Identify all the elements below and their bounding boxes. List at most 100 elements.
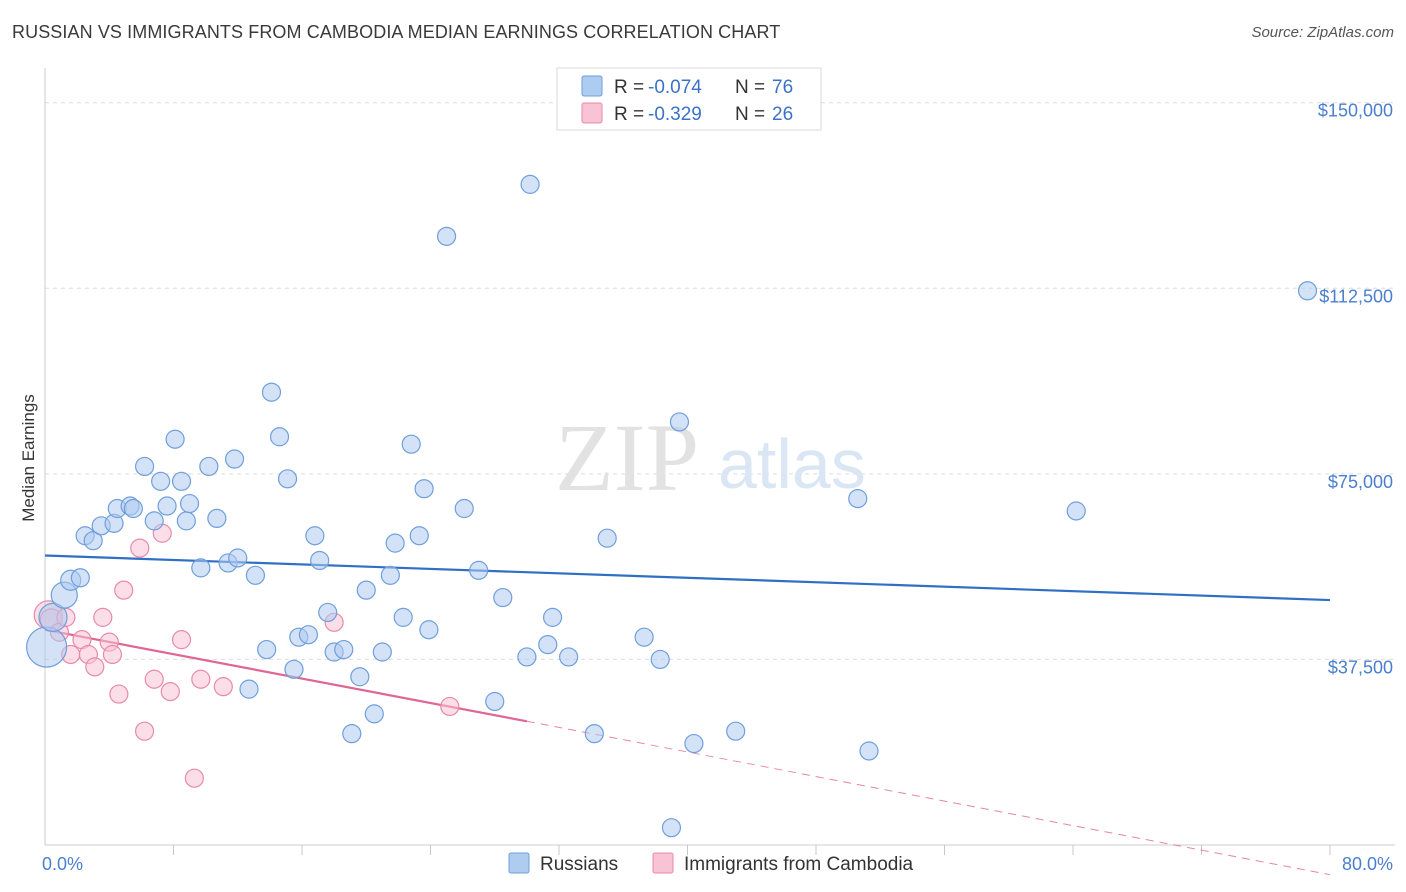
- top-legend: R = -0.074 N = 76 R = -0.329 N = 26: [556, 67, 822, 131]
- russians-point-65: [650, 649, 670, 670]
- russians-point-1: [38, 602, 68, 632]
- russians-point-56: [493, 587, 513, 608]
- russians-point-69: [726, 721, 746, 741]
- y-tick-label-3: $150,000: [1318, 101, 1393, 121]
- cambodia-point-23: [440, 696, 460, 717]
- cambodia-point-11: [109, 684, 129, 704]
- russians-point-42: [356, 580, 376, 600]
- x-ticks: [173, 845, 1331, 855]
- bottom-legend-label-russians: Russians: [540, 854, 618, 875]
- watermark: ZIP atlas: [555, 404, 866, 511]
- russians-point-58: [520, 174, 540, 194]
- cambodia-point-12: [114, 580, 134, 600]
- cambodia-point-13: [130, 538, 150, 558]
- russians-point-34: [298, 625, 319, 645]
- legend-r-value-cambodia: -0.329: [648, 104, 702, 125]
- russians-point-29: [261, 382, 282, 402]
- russians-point-12: [134, 456, 155, 477]
- russians-point-27: [245, 565, 266, 585]
- russians-point-40: [342, 724, 362, 744]
- legend-swatch-cambodia: [581, 102, 603, 124]
- russians-point-20: [191, 558, 211, 578]
- russians-point-18: [176, 511, 196, 531]
- legend-swatch-russians: [581, 75, 603, 97]
- watermark-atlas: atlas: [718, 425, 866, 503]
- legend-r-label-russians: R =: [614, 77, 649, 98]
- trend-lines: [44, 554, 1331, 876]
- russians-point-49: [409, 526, 429, 546]
- y-axis-title: Median Earnings: [19, 394, 38, 522]
- russians-point-28: [257, 639, 277, 660]
- russians-point-11: [123, 498, 143, 519]
- russians-point-4: [70, 568, 90, 588]
- cambodia-point-15: [144, 669, 164, 689]
- cambodia-point-20: [191, 669, 211, 689]
- y-tick-labels: $37,500 $75,000 $112,500 $150,000: [1318, 101, 1393, 678]
- legend-n-value-cambodia: 26: [772, 104, 793, 125]
- russians-point-36: [310, 550, 330, 571]
- russians-point-35: [305, 526, 325, 546]
- russians-point-43: [364, 704, 384, 724]
- russians-point-41: [350, 667, 370, 687]
- russians-point-13: [144, 511, 164, 531]
- bottom-legend-label-cambodia: Immigrants from Cambodia: [684, 854, 914, 875]
- russians-point-22: [207, 508, 227, 529]
- russians-point-64: [634, 627, 654, 647]
- russians-point-6: [83, 531, 103, 551]
- series-cambodia-points: [33, 523, 460, 788]
- russians-point-19: [179, 493, 200, 514]
- russians-point-73: [1297, 281, 1318, 301]
- cambodia-point-19: [184, 768, 204, 788]
- russians-point-68: [684, 733, 704, 754]
- russians-point-37: [318, 602, 338, 623]
- russians-point-25: [228, 548, 248, 568]
- legend-r-label-cambodia: R =: [614, 104, 649, 125]
- russians-point-46: [385, 533, 405, 553]
- russians-point-53: [454, 498, 474, 519]
- cambodia-point-14: [134, 721, 155, 741]
- legend-r-value-russians: -0.074: [648, 77, 702, 98]
- russians-point-39: [334, 639, 354, 660]
- cambodia-point-10: [102, 644, 123, 665]
- trend-line-cambodia-extrapolated: [526, 720, 1331, 876]
- russians-point-72: [1066, 501, 1086, 521]
- russians-point-31: [277, 469, 298, 489]
- russians-point-21: [199, 456, 219, 477]
- bottom-legend: Russians Immigrants from Cambodia: [508, 852, 914, 875]
- russians-point-63: [597, 528, 617, 548]
- bottom-legend-swatch-cambodia: [652, 852, 674, 874]
- trend-line-russians: [44, 554, 1331, 602]
- russians-point-17: [171, 471, 192, 491]
- russians-point-51: [419, 620, 439, 640]
- russians-point-14: [151, 471, 171, 491]
- russians-point-50: [414, 479, 434, 499]
- x-tick-label-max: 80.0%: [1342, 854, 1393, 874]
- russians-point-15: [157, 496, 177, 516]
- cambodia-point-21: [213, 677, 233, 697]
- x-tick-label-min: 0.0%: [42, 854, 83, 874]
- russians-point-55: [485, 691, 505, 712]
- y-tick-label-2: $112,500: [1319, 286, 1393, 306]
- russians-point-44: [372, 642, 392, 662]
- russians-point-45: [380, 565, 400, 585]
- russians-point-52: [436, 226, 457, 246]
- source-credit: Source: ZipAtlas.com: [1251, 24, 1394, 41]
- legend-n-label-cambodia: N =: [735, 104, 770, 125]
- legend-n-label-russians: N =: [735, 77, 770, 98]
- y-tick-label-0: $37,500: [1328, 657, 1393, 677]
- bottom-legend-swatch-russians: [508, 852, 530, 874]
- russians-point-30: [269, 427, 290, 447]
- russians-point-70: [848, 489, 868, 509]
- russians-point-16: [165, 429, 185, 449]
- russians-point-24: [224, 449, 245, 469]
- cambodia-point-8: [93, 607, 113, 627]
- russians-point-57: [517, 647, 537, 667]
- series-russians-points: [26, 174, 1318, 838]
- russians-point-59: [538, 634, 558, 655]
- russians-point-48: [401, 434, 421, 454]
- russians-point-67: [669, 412, 690, 432]
- russians-point-0: [26, 626, 68, 668]
- russians-point-54: [469, 560, 489, 580]
- cambodia-point-7: [85, 657, 105, 677]
